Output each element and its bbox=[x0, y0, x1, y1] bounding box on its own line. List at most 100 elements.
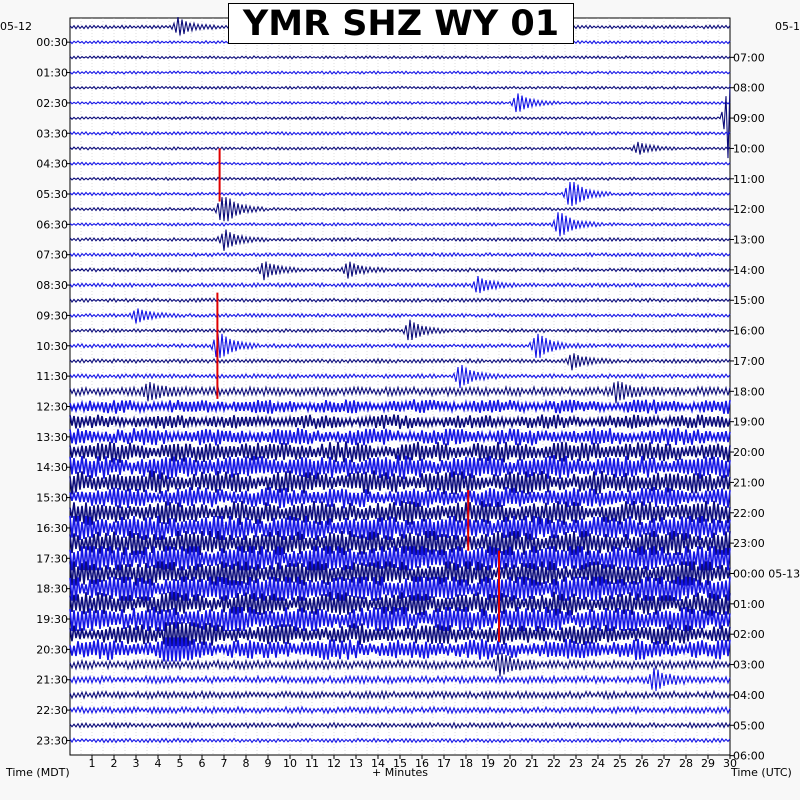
left-tick-label: 17:30 bbox=[36, 552, 68, 565]
x-tick-label: 20 bbox=[503, 757, 517, 770]
event-markers bbox=[216, 148, 500, 642]
left-tick-label: 11:30 bbox=[36, 370, 68, 383]
x-axis-title: + Minutes bbox=[372, 766, 429, 779]
trace-line bbox=[69, 705, 731, 715]
left-tick-label: 19:30 bbox=[36, 613, 68, 626]
left-tick-label: 00:30 bbox=[36, 36, 68, 49]
left-tick-label: 18:30 bbox=[36, 583, 68, 596]
x-tick-label: 29 bbox=[701, 757, 715, 770]
trace-line bbox=[69, 622, 731, 647]
x-tick-label: 28 bbox=[679, 757, 693, 770]
trace-line bbox=[69, 381, 731, 404]
x-tick-label: 24 bbox=[591, 757, 605, 770]
x-tick-label: 17 bbox=[437, 757, 451, 770]
trace-line bbox=[69, 276, 731, 294]
right-tick-label: 02:00 bbox=[733, 628, 765, 641]
trace-line bbox=[69, 500, 731, 525]
right-tick-label: 16:00 bbox=[733, 325, 765, 338]
minutes-axis: 1 2 3 4 5 6 7 8 9 10 11 12 13 14 15 16 17 18 19 20 21 22 23 24 2… bbox=[89, 755, 737, 770]
x-tick-label: 14 bbox=[371, 757, 385, 770]
trace-line bbox=[69, 427, 731, 446]
right-time-axis: 07:00 08:00 09:00 10:00 11:00 12:00 13:00 14:00… bbox=[730, 51, 800, 763]
x-tick-label: 15 bbox=[393, 757, 407, 770]
trace-line bbox=[69, 319, 731, 341]
right-axis-title: Time (UTC) bbox=[731, 766, 792, 779]
trace-line bbox=[69, 606, 731, 632]
x-tick-label: 12 bbox=[327, 757, 341, 770]
trace-line bbox=[69, 546, 731, 571]
seismic-traces bbox=[69, 17, 731, 744]
trace-line bbox=[69, 737, 731, 744]
left-tick-label: 05:30 bbox=[36, 188, 68, 201]
left-tick-label: 08:30 bbox=[36, 279, 68, 292]
right-tick-label: 20:00 bbox=[733, 446, 765, 459]
right-tick-label: 09:00 bbox=[733, 112, 765, 125]
chart-title: YMR SHZ WY 01 bbox=[228, 3, 574, 44]
left-tick-label: 06:30 bbox=[36, 218, 68, 231]
trace-line bbox=[69, 576, 731, 601]
trace-line bbox=[69, 353, 731, 371]
left-axis-title: Time (MDT) bbox=[6, 766, 70, 779]
x-tick-label: 1 bbox=[89, 757, 96, 770]
right-tick-label: 14:00 bbox=[733, 264, 765, 277]
trace-line bbox=[69, 441, 731, 463]
trace-line bbox=[69, 93, 731, 113]
x-tick-label: 30 bbox=[723, 757, 737, 770]
left-tick-label: 21:30 bbox=[36, 674, 68, 687]
left-tick-label: 09:30 bbox=[36, 309, 68, 322]
right-tick-label: 23:00 bbox=[733, 537, 765, 550]
right-tick-label: 12:00 bbox=[733, 203, 765, 216]
trace-line bbox=[69, 413, 731, 430]
right-tick-label: 10:00 bbox=[733, 142, 765, 155]
x-tick-label: 16 bbox=[415, 757, 429, 770]
right-tick-label: 00:00 05-13 bbox=[733, 567, 800, 580]
trace-line bbox=[69, 176, 731, 182]
left-tick-label: 22:30 bbox=[36, 704, 68, 717]
trace-line bbox=[69, 212, 731, 237]
right-tick-label: 22:00 bbox=[733, 507, 765, 520]
right-tick-label: 07:00 bbox=[733, 51, 765, 64]
x-tick-label: 5 bbox=[177, 757, 184, 770]
trace-line bbox=[69, 637, 731, 662]
x-tick-label: 6 bbox=[199, 757, 206, 770]
x-tick-label: 3 bbox=[133, 757, 140, 770]
right-tick-label: 18:00 bbox=[733, 385, 765, 398]
right-tick-label: 19:00 bbox=[733, 416, 765, 429]
x-tick-label: 18 bbox=[459, 757, 473, 770]
left-tick-label: 03:30 bbox=[36, 127, 68, 140]
x-tick-label: 19 bbox=[481, 757, 495, 770]
left-tick-label: 14:30 bbox=[36, 461, 68, 474]
trace-line bbox=[69, 181, 731, 207]
trace-line bbox=[69, 308, 731, 324]
right-date-label: 05-1 bbox=[775, 20, 800, 33]
x-tick-label: 25 bbox=[613, 757, 627, 770]
right-tick-label: 06:00 bbox=[733, 750, 765, 763]
x-tick-label: 27 bbox=[657, 757, 671, 770]
x-tick-label: 26 bbox=[635, 757, 649, 770]
right-tick-label: 04:00 bbox=[733, 689, 765, 702]
trace-line bbox=[69, 667, 731, 692]
plot-area bbox=[69, 17, 731, 756]
x-tick-label: 9 bbox=[265, 757, 272, 770]
left-tick-label: 01:30 bbox=[36, 67, 68, 80]
trace-line bbox=[69, 261, 731, 281]
left-date-label: 05-12 bbox=[0, 20, 32, 33]
trace-line bbox=[69, 455, 731, 480]
trace-line bbox=[69, 515, 731, 540]
x-tick-label: 4 bbox=[155, 757, 162, 770]
right-tick-label: 13:00 bbox=[733, 234, 765, 247]
left-tick-label: 15:30 bbox=[36, 492, 68, 505]
left-tick-label: 23:30 bbox=[36, 734, 68, 747]
x-tick-label: 11 bbox=[305, 757, 319, 770]
right-tick-label: 15:00 bbox=[733, 294, 765, 307]
trace-line bbox=[69, 721, 731, 730]
right-tick-label: 21:00 bbox=[733, 476, 765, 489]
left-tick-label: 13:30 bbox=[36, 431, 68, 444]
x-tick-label: 21 bbox=[525, 757, 539, 770]
trace-line bbox=[69, 85, 731, 91]
left-tick-label: 02:30 bbox=[36, 97, 68, 110]
trace-line bbox=[69, 141, 731, 155]
trace-line bbox=[69, 364, 731, 389]
trace-line bbox=[69, 531, 731, 556]
